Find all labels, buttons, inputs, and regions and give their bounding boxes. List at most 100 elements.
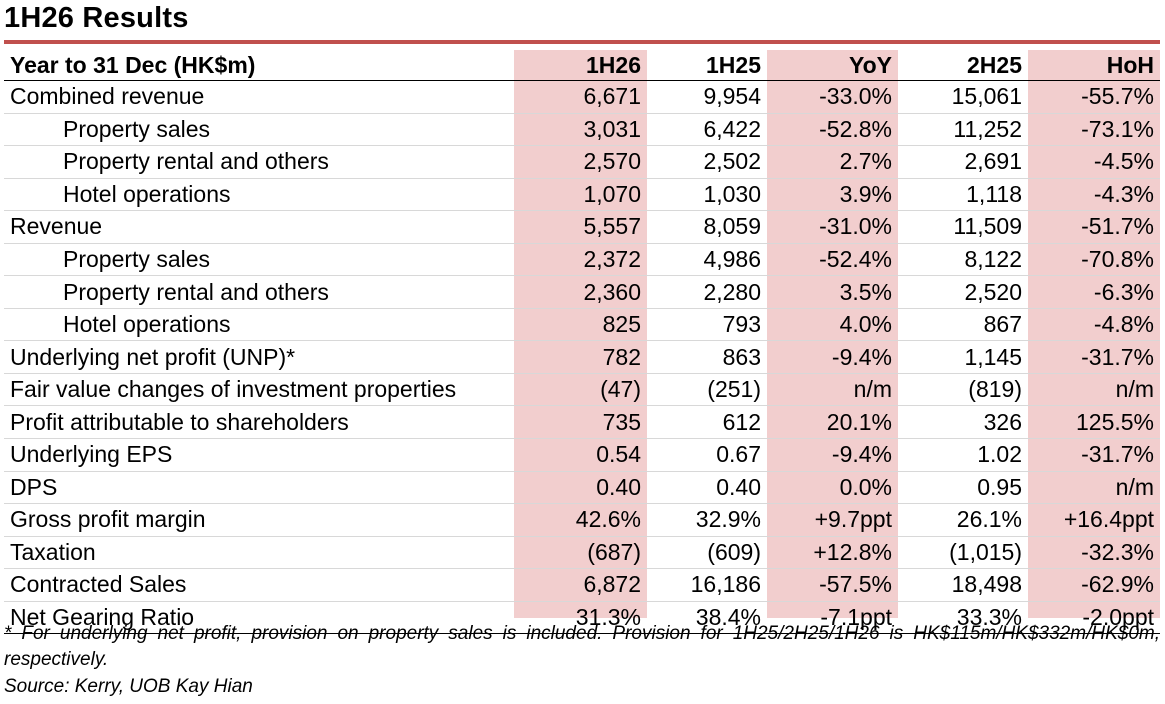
- table-row: Revenue 5,557 8,059 -31.0% 11,509 -51.7%: [4, 210, 1160, 244]
- cell-yoy: -57.5%: [767, 568, 898, 602]
- row-label: Hotel operations: [4, 178, 514, 212]
- cell-hoh: 125.5%: [1028, 405, 1160, 440]
- cell-2h25: 326: [898, 405, 1028, 440]
- cell-yoy: 3.5%: [767, 275, 898, 309]
- cell-1h26: (47): [514, 373, 647, 407]
- cell-yoy: -7.1ppt: [767, 601, 898, 635]
- cell-1h25: 6,422: [647, 113, 767, 147]
- cell-hoh: -51.7%: [1028, 210, 1160, 244]
- cell-1h26: 2,570: [514, 145, 647, 179]
- table-row: Property sales 2,372 4,986 -52.4% 8,122 …: [4, 243, 1160, 277]
- cell-1h25: 16,186: [647, 568, 767, 602]
- cell-2h25: 1.02: [898, 438, 1028, 472]
- cell-1h25: (609): [647, 536, 767, 570]
- cell-1h25: 793: [647, 308, 767, 342]
- cell-1h25: 612: [647, 405, 767, 440]
- row-label: Combined revenue: [4, 80, 514, 114]
- cell-hoh: -70.8%: [1028, 243, 1160, 277]
- cell-1h25: 863: [647, 340, 767, 374]
- cell-yoy: -52.8%: [767, 113, 898, 147]
- cell-hoh: +16.4ppt: [1028, 503, 1160, 537]
- row-label: DPS: [4, 471, 514, 505]
- cell-1h26: 6,671: [514, 80, 647, 114]
- cell-1h25: 0.67: [647, 438, 767, 472]
- cell-1h26: 0.54: [514, 438, 647, 472]
- cell-1h25: 4,986: [647, 243, 767, 277]
- cell-yoy: -33.0%: [767, 80, 898, 114]
- table-row: Profit attributable to shareholders 735 …: [4, 405, 1160, 440]
- cell-yoy: 3.9%: [767, 178, 898, 212]
- cell-hoh: -31.7%: [1028, 340, 1160, 374]
- source-note: Source: Kerry, UOB Kay Hian: [4, 676, 253, 697]
- cell-2h25: 11,509: [898, 210, 1028, 244]
- header-hoh: HoH: [1028, 50, 1160, 81]
- cell-hoh: -4.5%: [1028, 145, 1160, 179]
- cell-2h25: 2,520: [898, 275, 1028, 309]
- cell-hoh: n/m: [1028, 471, 1160, 505]
- cell-1h26: 31.3%: [514, 601, 647, 635]
- header-2h25: 2H25: [898, 50, 1028, 81]
- cell-hoh: -32.3%: [1028, 536, 1160, 570]
- cell-2h25: 2,691: [898, 145, 1028, 179]
- row-label: Property rental and others: [4, 275, 514, 309]
- row-label: Property sales: [4, 243, 514, 277]
- table-row: Gross profit margin 42.6% 32.9% +9.7ppt …: [4, 503, 1160, 537]
- row-label: Taxation: [4, 536, 514, 570]
- cell-1h26: 42.6%: [514, 503, 647, 537]
- cell-1h25: 0.40: [647, 471, 767, 505]
- cell-1h26: 2,372: [514, 243, 647, 277]
- cell-yoy: 2.7%: [767, 145, 898, 179]
- cell-2h25: 26.1%: [898, 503, 1028, 537]
- header-1h26: 1H26: [514, 50, 647, 81]
- cell-2h25: (819): [898, 373, 1028, 407]
- cell-hoh: -4.3%: [1028, 178, 1160, 212]
- cell-2h25: (1,015): [898, 536, 1028, 570]
- table-row: Property rental and others 2,360 2,280 3…: [4, 275, 1160, 309]
- cell-2h25: 0.95: [898, 471, 1028, 505]
- cell-yoy: -52.4%: [767, 243, 898, 277]
- table-row: Contracted Sales 6,872 16,186 -57.5% 18,…: [4, 568, 1160, 602]
- table-row: Hotel operations 1,070 1,030 3.9% 1,118 …: [4, 178, 1160, 212]
- cell-1h26: 2,360: [514, 275, 647, 309]
- table-row: Combined revenue 6,671 9,954 -33.0% 15,0…: [4, 80, 1160, 114]
- cell-1h25: 2,502: [647, 145, 767, 179]
- cell-1h26: 3,031: [514, 113, 647, 147]
- row-label: Contracted Sales: [4, 568, 514, 602]
- cell-1h26: 5,557: [514, 210, 647, 244]
- table-row: Taxation (687) (609) +12.8% (1,015) -32.…: [4, 536, 1160, 570]
- table-header-row: Year to 31 Dec (HK$m) 1H26 1H25 YoY 2H25…: [4, 50, 1160, 81]
- cell-2h25: 18,498: [898, 568, 1028, 602]
- header-yoy: YoY: [767, 50, 898, 81]
- cell-1h26: 0.40: [514, 471, 647, 505]
- cell-2h25: 1,118: [898, 178, 1028, 212]
- cell-1h25: 8,059: [647, 210, 767, 244]
- cell-1h26: 825: [514, 308, 647, 342]
- footnote: * For underlying net profit, provision o…: [4, 623, 1160, 670]
- cell-1h25: 1,030: [647, 178, 767, 212]
- cell-1h25: 2,280: [647, 275, 767, 309]
- row-label: Net Gearing Ratio: [4, 601, 514, 635]
- cell-1h26: (687): [514, 536, 647, 570]
- cell-2h25: 1,145: [898, 340, 1028, 374]
- title-rule: [4, 40, 1160, 44]
- table-row: Underlying EPS 0.54 0.67 -9.4% 1.02 -31.…: [4, 438, 1160, 472]
- row-label: Underlying net profit (UNP)*: [4, 340, 514, 374]
- cell-hoh: -6.3%: [1028, 275, 1160, 309]
- table-row: Property sales 3,031 6,422 -52.8% 11,252…: [4, 113, 1160, 147]
- table-row: Fair value changes of investment propert…: [4, 373, 1160, 407]
- cell-1h25: 9,954: [647, 80, 767, 114]
- cell-yoy: n/m: [767, 373, 898, 407]
- cell-yoy: 4.0%: [767, 308, 898, 342]
- cell-2h25: 11,252: [898, 113, 1028, 147]
- cell-2h25: 867: [898, 308, 1028, 342]
- cell-yoy: 0.0%: [767, 471, 898, 505]
- row-label: Profit attributable to shareholders: [4, 405, 514, 440]
- row-label: Fair value changes of investment propert…: [4, 373, 514, 407]
- results-table: Year to 31 Dec (HK$m) 1H26 1H25 YoY 2H25…: [4, 50, 1160, 635]
- cell-yoy: +12.8%: [767, 536, 898, 570]
- cell-hoh: -31.7%: [1028, 438, 1160, 472]
- row-label: Property sales: [4, 113, 514, 147]
- cell-2h25: 8,122: [898, 243, 1028, 277]
- cell-hoh: n/m: [1028, 373, 1160, 407]
- table-row: Property rental and others 2,570 2,502 2…: [4, 145, 1160, 179]
